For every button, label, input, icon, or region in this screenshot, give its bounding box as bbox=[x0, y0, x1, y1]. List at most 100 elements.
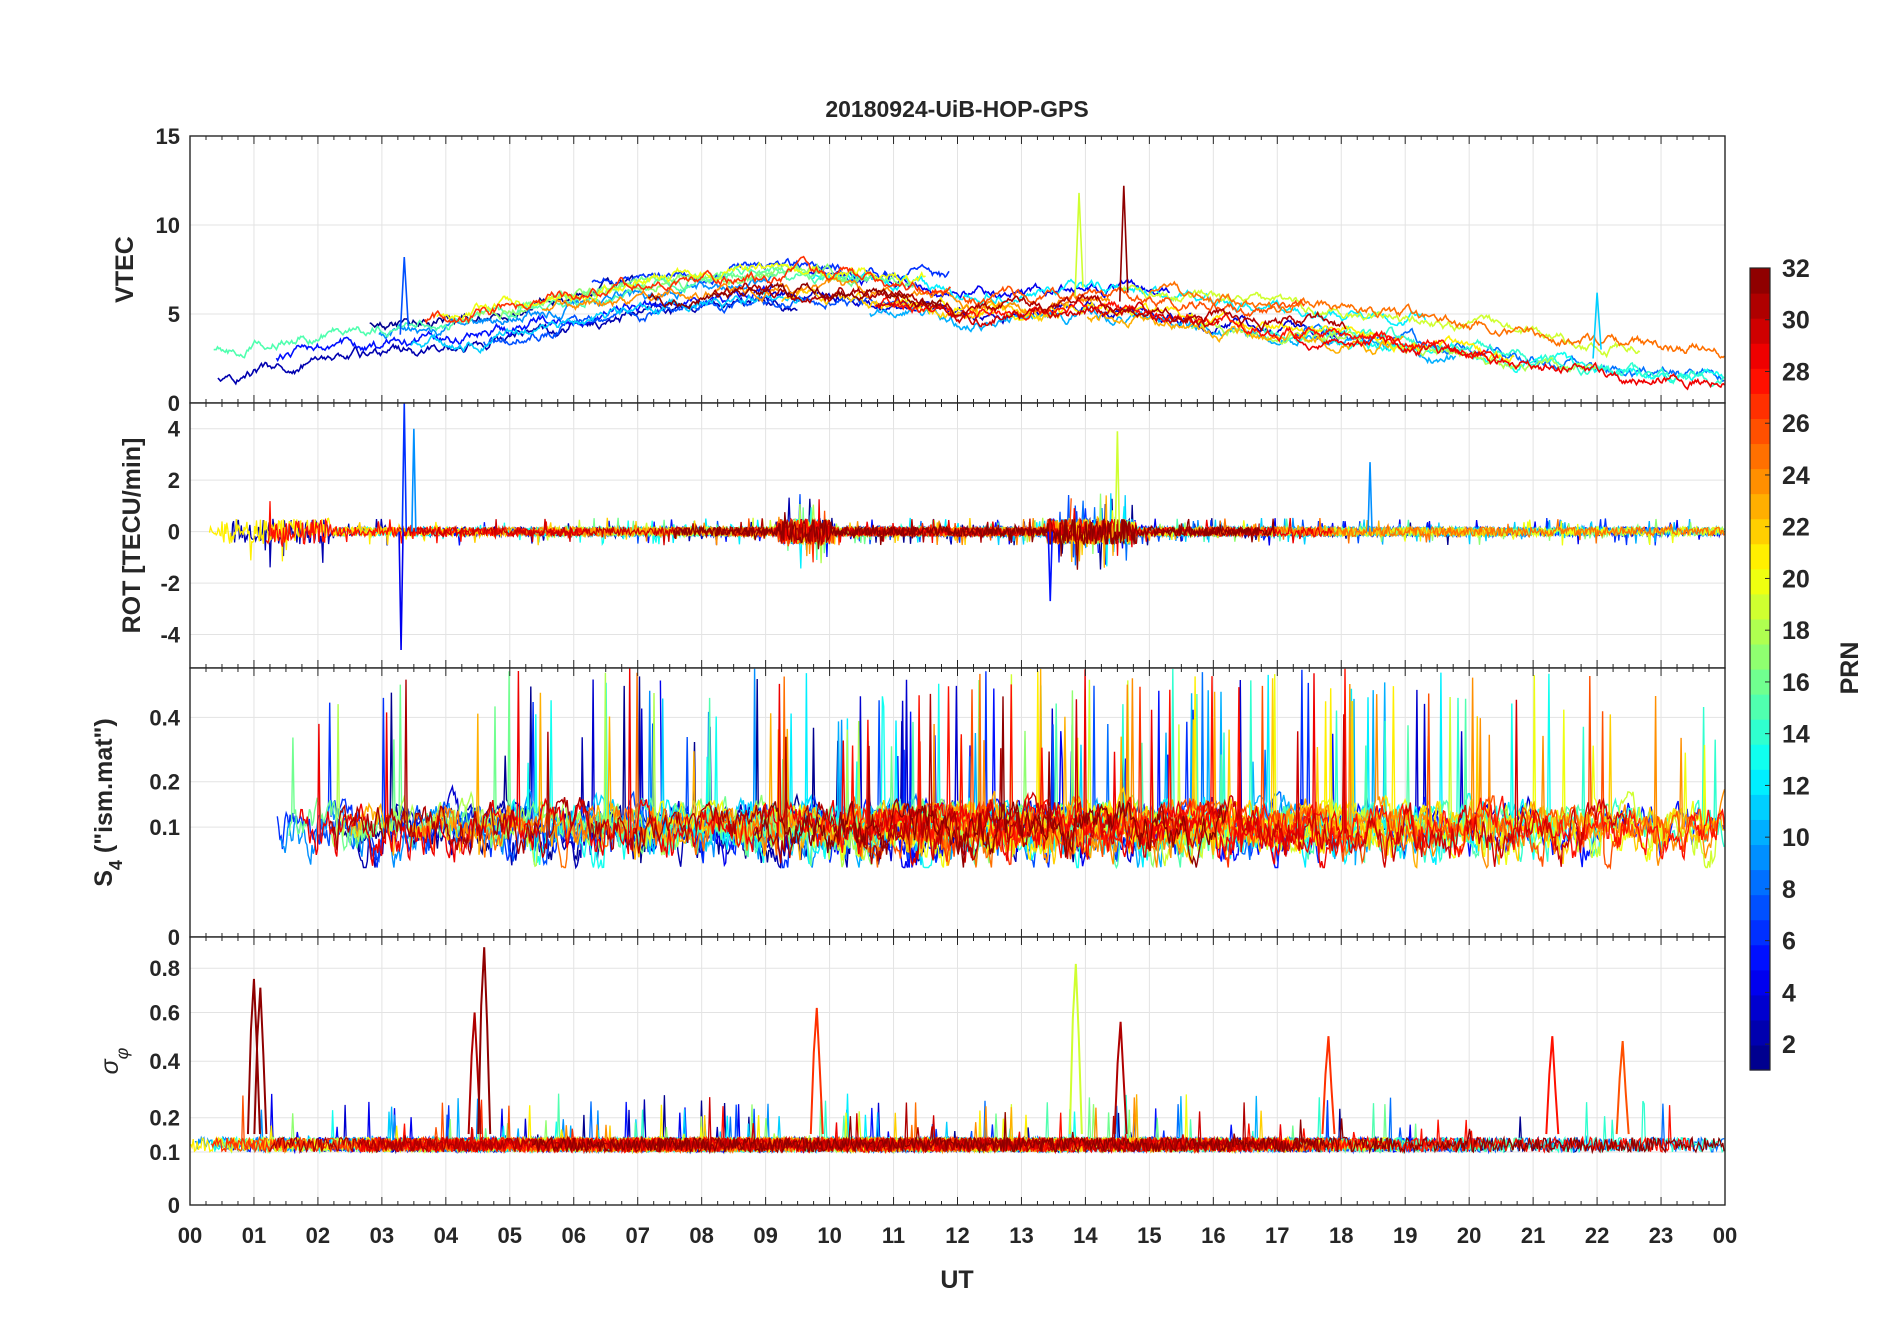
x-tick-label: 00 bbox=[1713, 1223, 1737, 1248]
x-tick-label: 07 bbox=[625, 1223, 649, 1248]
rot-spike bbox=[1114, 431, 1121, 532]
colorbar-tick-label: 14 bbox=[1782, 721, 1810, 749]
colorbar-segment bbox=[1750, 318, 1770, 344]
colorbar-segment bbox=[1750, 343, 1770, 369]
colorbar-segment bbox=[1750, 1044, 1770, 1071]
sigma-burst bbox=[1321, 1036, 1336, 1135]
series-prn-7 bbox=[482, 294, 913, 347]
y-tick-label: 0.2 bbox=[149, 770, 180, 795]
x-tick-label: 05 bbox=[498, 1223, 522, 1248]
colorbar-tick-label: 10 bbox=[1782, 824, 1810, 852]
series-group bbox=[213, 185, 1725, 391]
y-axis-label-sub: φ bbox=[112, 1047, 132, 1059]
colorbar-segment bbox=[1750, 719, 1770, 745]
colorbar-segment bbox=[1750, 293, 1770, 319]
colorbar-tick-label: 22 bbox=[1782, 514, 1810, 542]
x-tick-label: 11 bbox=[882, 1223, 905, 1248]
colorbar-tick-label: 26 bbox=[1782, 410, 1810, 438]
x-tick-label: 08 bbox=[689, 1223, 713, 1248]
colorbar-segment bbox=[1750, 794, 1770, 820]
series-prn-20 bbox=[436, 261, 926, 321]
colorbar-segment bbox=[1750, 618, 1770, 645]
rot-spike bbox=[398, 531, 404, 651]
sigma-burst bbox=[1113, 1021, 1128, 1135]
panel-sigma_phi: 0 0.1 0.2 0.4 0.6 0.8 bbox=[149, 936, 1726, 1218]
series-group bbox=[208, 403, 1725, 651]
y-axis-label-text: VTEC bbox=[111, 236, 139, 303]
y-axis-label-s4: S4 ("ism.mat") bbox=[90, 718, 126, 887]
y-tick-label: 0.8 bbox=[149, 956, 180, 981]
x-tick-label: 00 bbox=[178, 1223, 202, 1248]
colorbar-segment bbox=[1750, 869, 1770, 896]
colorbar-segment bbox=[1750, 393, 1770, 419]
colorbar-segment bbox=[1750, 593, 1770, 620]
y-tick-label: 10 bbox=[156, 213, 180, 238]
series-prn-31 bbox=[328, 679, 1057, 865]
y-tick-label: -2 bbox=[160, 571, 180, 596]
series-prn-1 bbox=[369, 274, 637, 331]
vtec-peak bbox=[1592, 292, 1602, 359]
x-axis-label: UT bbox=[940, 1266, 973, 1294]
colorbar-segment bbox=[1750, 919, 1770, 946]
series-prn-19 bbox=[1121, 284, 1641, 359]
sigma-burst bbox=[246, 978, 261, 1135]
sigma-burst bbox=[1615, 1040, 1630, 1135]
colorbar-segment bbox=[1750, 443, 1770, 470]
sigma-burst bbox=[1545, 1036, 1560, 1135]
series-prn-23 bbox=[1086, 312, 1404, 356]
chart-title: 20180924-UiB-HOP-GPS bbox=[825, 96, 1088, 122]
colorbar-tick-label: 18 bbox=[1782, 617, 1810, 645]
series-prn-24 bbox=[541, 275, 1111, 316]
series-prn-30 bbox=[398, 518, 681, 546]
y-tick-label: 0.6 bbox=[149, 1000, 180, 1025]
rot-spike bbox=[1367, 462, 1373, 532]
colorbar-segment bbox=[1750, 994, 1770, 1021]
x-tick-label: 06 bbox=[562, 1223, 586, 1248]
x-tick-label: 01 bbox=[242, 1223, 266, 1248]
colorbar-tick-label: 12 bbox=[1782, 772, 1810, 800]
colorbar-frame bbox=[1749, 267, 1771, 1071]
x-tick-label: 12 bbox=[945, 1223, 969, 1248]
colorbar-tick-label: 20 bbox=[1782, 565, 1810, 593]
series-prn-32 bbox=[531, 1112, 1725, 1155]
y-tick-label: -4 bbox=[160, 623, 180, 648]
y-tick-label: 5 bbox=[168, 302, 180, 327]
colorbar-segment bbox=[1750, 268, 1770, 294]
colorbar-tick-label: 32 bbox=[1782, 255, 1810, 283]
colorbar-segment bbox=[1750, 944, 1770, 971]
x-tick-label: 22 bbox=[1585, 1223, 1609, 1248]
panel-frame bbox=[189, 936, 1726, 1206]
colorbar-tick-label: 8 bbox=[1782, 876, 1796, 904]
colorbar-segment bbox=[1750, 769, 1770, 795]
colorbar-segment bbox=[1750, 543, 1770, 570]
x-tick-label: 20 bbox=[1457, 1223, 1481, 1248]
vtec-peak bbox=[399, 256, 410, 335]
series-group bbox=[276, 668, 1725, 870]
x-tick-label: 10 bbox=[817, 1223, 841, 1248]
series-prn-32 bbox=[754, 696, 1227, 868]
colorbar-label: PRN bbox=[1836, 642, 1864, 695]
y-tick-label: 2 bbox=[168, 468, 180, 493]
y-axis-label-rot: ROT [TECU/min] bbox=[118, 438, 146, 634]
y-axis-label-vtec: VTEC bbox=[111, 236, 139, 303]
y-tick-label: 0.1 bbox=[149, 1140, 180, 1165]
x-tick-label: 14 bbox=[1073, 1223, 1098, 1248]
series-prn-8 bbox=[1295, 323, 1725, 383]
colorbar-tick-label: 2 bbox=[1782, 1031, 1796, 1059]
sigma-burst bbox=[809, 1007, 824, 1135]
panel-rot: -4 -2 0 2 4 bbox=[160, 402, 1726, 669]
series-prn-5 bbox=[275, 283, 774, 363]
series-prn-32 bbox=[672, 512, 1276, 570]
y-tick-label: 15 bbox=[156, 124, 180, 149]
vtec-peak bbox=[1074, 192, 1084, 297]
colorbar-tick-label: 24 bbox=[1782, 462, 1810, 490]
colorbar-segment bbox=[1750, 969, 1770, 996]
colorbar-tick-label: 16 bbox=[1782, 669, 1810, 697]
colorbar-tick-label: 30 bbox=[1782, 307, 1810, 335]
colorbar-segment bbox=[1750, 694, 1770, 720]
y-tick-label: 0.1 bbox=[149, 815, 180, 840]
colorbar-segment bbox=[1750, 493, 1770, 520]
series-prn-31 bbox=[713, 282, 1347, 332]
sigma-burst bbox=[1068, 963, 1083, 1135]
